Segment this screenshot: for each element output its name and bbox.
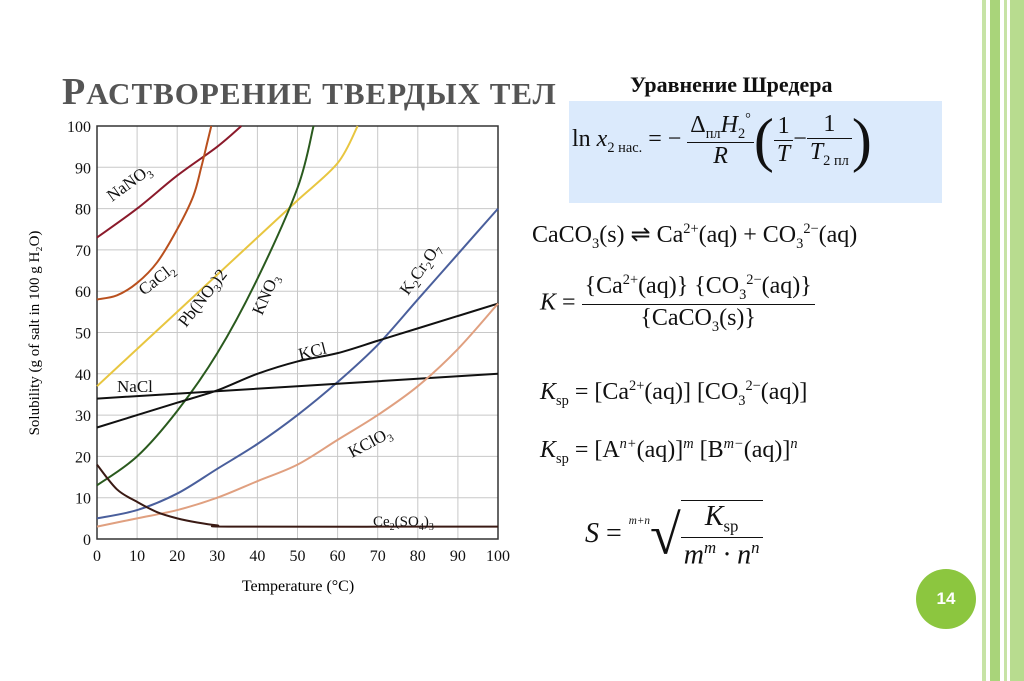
solubility-chart: 0 10 20 30 40 50 60 70 80 90 100 0 10 20 30 40 50 60 70 80 9… (27, 119, 510, 595)
x-tick-label: 10 (129, 548, 145, 565)
solubility-equation: S = m+n√ Ksp mm · nn (585, 500, 763, 571)
y-tick-label: 30 (75, 408, 91, 425)
series-label-cacl2: CaCl2 (135, 259, 180, 301)
schroeder-heading: Уравнение Шредера (630, 72, 833, 97)
series-line-k2cr2o7 (96, 207, 499, 520)
series-line-pbno32 (96, 125, 359, 387)
x-tick-label: 50 (290, 548, 306, 565)
y-tick-label: 10 (75, 491, 91, 508)
x-tick-label: 70 (370, 548, 386, 565)
y-tick-label: 60 (75, 284, 91, 301)
x-tick-label: 30 (209, 548, 225, 565)
x-tick-label: 90 (450, 548, 466, 565)
x-tick-label: 80 (410, 548, 426, 565)
y-tick-label: 80 (75, 202, 91, 219)
y-axis-label: Solubility (g of salt in 100 g H₂O) (27, 231, 43, 436)
series-line-kno3 (96, 125, 315, 487)
series-label-ce2so43: Ce2(SO4)3 (373, 514, 434, 533)
y-tick-label: 70 (75, 243, 91, 260)
series-label-kno3: KNO3 (248, 271, 286, 319)
k-equation: K = {Ca2+(aq)} {CO32−(aq)} {CaCO3(s)} (540, 272, 815, 336)
series-line-ce2so43 (96, 464, 499, 528)
decor-stripe (982, 0, 986, 681)
schroeder-box (569, 101, 942, 203)
series-line-nano3 (96, 125, 243, 239)
series-label-kclo3: KClO3 (345, 423, 396, 464)
x-tick-label: 60 (330, 548, 346, 565)
x-axis-label: Temperature (°C) (242, 578, 354, 595)
series-line-kcl (96, 302, 499, 429)
x-tick-label: 40 (249, 548, 265, 565)
schroeder-equation: ln x2 нас. = − ΔплH2° R(1 T −1 T2 пл) (572, 107, 872, 173)
y-tick-label: 100 (67, 119, 91, 136)
series-line-nacl (96, 372, 499, 400)
ksp-equation: Ksp = [Ca2+(aq)] [CO32−(aq)] (540, 378, 808, 409)
series-line-cacl2 (96, 125, 213, 301)
ksp-general-equation: Ksp = [An+(aq)]m [Bm−(aq)]n (540, 436, 798, 467)
slide-title: РАСТВОРЕНИЕ ТВЕРДЫХ ТЕЛ (62, 71, 557, 113)
x-tick-label: 20 (169, 548, 185, 565)
y-tick-label: 50 (75, 326, 91, 343)
y-tick-label: 90 (75, 160, 91, 177)
decor-stripe (1010, 0, 1024, 681)
series-label-pbno32: Pb(NO3)2 (174, 265, 233, 332)
decor-stripe (990, 0, 1000, 681)
x-tick-label: 0 (93, 548, 101, 565)
plot-frame (96, 125, 499, 540)
x-tick-label: 100 (486, 548, 510, 565)
series-label-kcl: KCl (296, 339, 328, 364)
series-line-kclo3 (96, 302, 499, 528)
series-label-nacl: NaCl (117, 377, 153, 396)
y-tick-label: 20 (75, 449, 91, 466)
y-tick-label: 40 (75, 367, 91, 384)
y-tick-label: 0 (83, 532, 91, 549)
page-number-badge: 14 (916, 569, 976, 629)
equilibrium-equation: CaCO3(s) ⇌ Ca2+(aq) + CO32−(aq) (532, 221, 858, 252)
decor-stripe (1004, 0, 1007, 681)
